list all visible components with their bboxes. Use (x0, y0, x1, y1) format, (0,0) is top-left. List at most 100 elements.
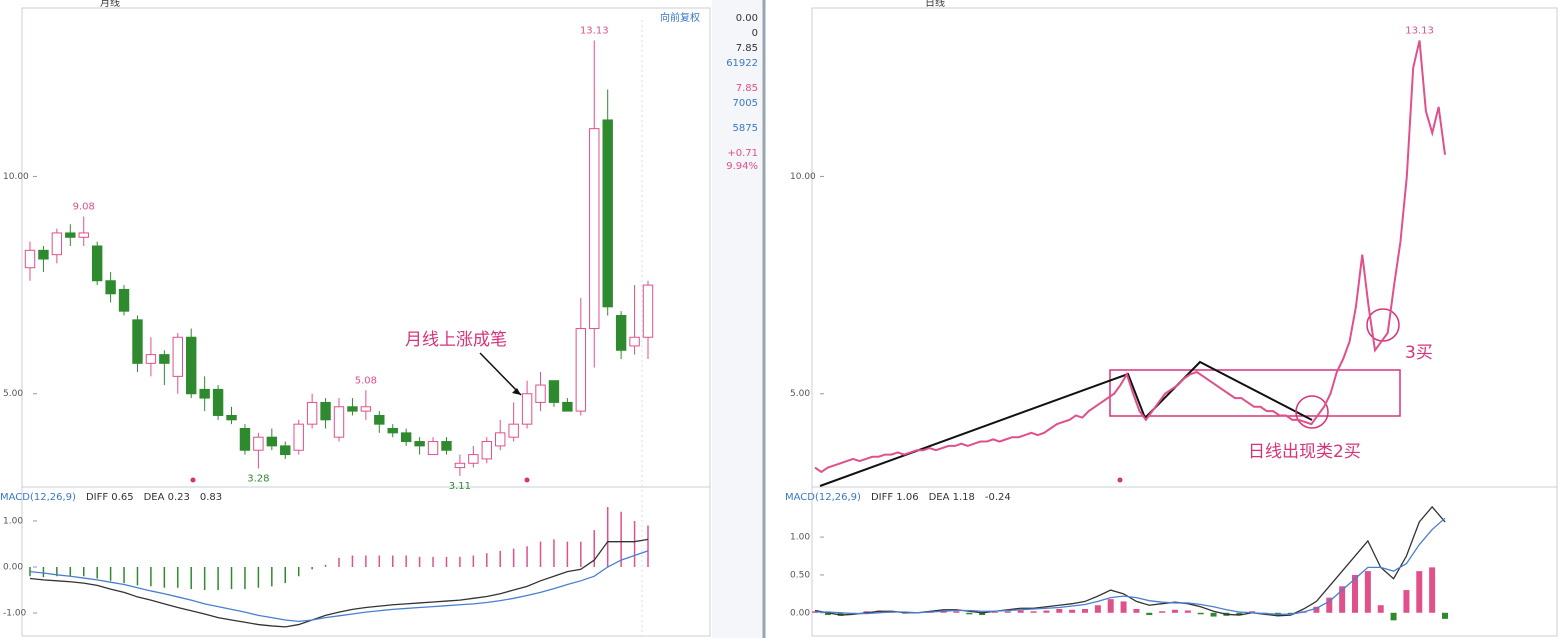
quote-field: 0.00 (736, 13, 758, 24)
candle-body (78, 232, 89, 238)
candle-body (495, 432, 506, 447)
legend-text: 0.83 (200, 492, 222, 503)
tag[interactable]: 向前复权 (660, 11, 700, 24)
candle-body (280, 445, 291, 456)
arrow-head (512, 388, 521, 395)
candle-body (159, 354, 170, 364)
quote-field: +0.71 (727, 148, 758, 159)
candle-body (414, 441, 425, 447)
candle-body (306, 401, 318, 425)
quote-field: 5875 (733, 123, 758, 134)
y-tick-label: 0.50 (790, 570, 810, 580)
quote-field: 9.94% (726, 161, 758, 172)
candle-body (441, 441, 452, 451)
quote-field: 7005 (733, 98, 758, 109)
candle-body (239, 428, 251, 451)
left-frame (21, 7, 711, 637)
candle-body (589, 128, 600, 330)
candle-body (253, 436, 264, 451)
candle-body (508, 423, 519, 438)
candle-body (333, 406, 345, 438)
quote-field: 7.85 (736, 43, 758, 54)
candle-body (521, 393, 533, 425)
chart-title: 日线 (925, 0, 945, 9)
candle-body (615, 315, 627, 351)
legend-text: DIFF 0.65 (86, 492, 134, 503)
candle-body (320, 401, 331, 421)
candle-body (226, 414, 237, 421)
candle-body (293, 423, 304, 451)
extreme-label: 3.11 (449, 481, 471, 492)
candle-body (454, 462, 466, 469)
callout: 3买 (1405, 343, 1433, 363)
legend-text: DIFF 1.06 (871, 492, 919, 503)
price-line (814, 40, 1446, 474)
legend-text: MACD(12,26,9) (0, 492, 76, 503)
marker (524, 477, 530, 483)
arrow (479, 352, 522, 396)
quote-field: 61922 (726, 58, 758, 69)
y-tick-label: 10.00 (790, 172, 816, 182)
candle-body (51, 232, 63, 256)
dea-line (29, 550, 649, 622)
quote-field: 7.85 (736, 83, 758, 94)
candle-body (468, 454, 479, 464)
legend-text: -0.24 (985, 492, 1011, 503)
candle-body (575, 328, 587, 412)
y-tick-label: 1.00 (790, 533, 810, 543)
extreme-label: 3.28 (247, 473, 269, 484)
callout: 月线上涨成笔 (405, 330, 507, 350)
candle-body (38, 249, 49, 260)
y-tick-label: 0.00 (790, 608, 810, 618)
candle-body (145, 354, 157, 364)
y-tick-label: 10.00 (3, 172, 29, 182)
chart-title: 月线 (100, 0, 120, 9)
candle-body (172, 336, 183, 377)
y-tick-label: 1.00 (3, 516, 23, 526)
candle-body (199, 388, 210, 399)
candle-body (548, 380, 560, 403)
candle-body (347, 406, 358, 412)
candle-body (118, 288, 130, 312)
legend-text: DEA 0.23 (144, 492, 190, 503)
extreme-label: 13.13 (580, 25, 609, 36)
candle-body (642, 284, 654, 338)
y-tick-label: -1.00 (3, 609, 27, 619)
quote-field: 0 (752, 28, 758, 39)
extreme-label: 9.08 (73, 201, 95, 212)
candle-body (266, 436, 278, 447)
y-tick-label: 0.00 (3, 563, 23, 573)
candle-body (400, 432, 412, 443)
sidebar (712, 0, 764, 638)
legend-text: MACD(12,26,9) (785, 492, 861, 503)
candle-body (387, 428, 398, 434)
marker (1117, 477, 1123, 483)
candle-body (481, 441, 492, 460)
dif-line (29, 538, 649, 628)
marker (190, 477, 196, 483)
candle-body (427, 441, 439, 456)
candle-body (562, 401, 573, 412)
candle-body (602, 119, 613, 308)
candle-body (24, 249, 36, 269)
y-tick-label: 5.00 (3, 389, 23, 399)
candle-body (535, 384, 546, 403)
pivot-box (1109, 369, 1401, 417)
y-tick-label: 5.00 (790, 389, 810, 399)
candle-body (374, 414, 385, 425)
extreme-label: 13.13 (1405, 25, 1434, 36)
candle-body (65, 232, 76, 238)
dea-line (815, 517, 1446, 615)
candle-body (629, 336, 640, 347)
candle-body (132, 319, 143, 364)
legend-text: DEA 1.18 (929, 492, 975, 503)
right-frame (811, 7, 1558, 637)
candle-body (105, 280, 116, 295)
extreme-label: 5.08 (355, 375, 377, 386)
callout: 日线出现类2买 (1248, 442, 1361, 462)
candle-body (91, 245, 103, 282)
candle-body (360, 406, 372, 412)
candle-body (186, 336, 197, 395)
